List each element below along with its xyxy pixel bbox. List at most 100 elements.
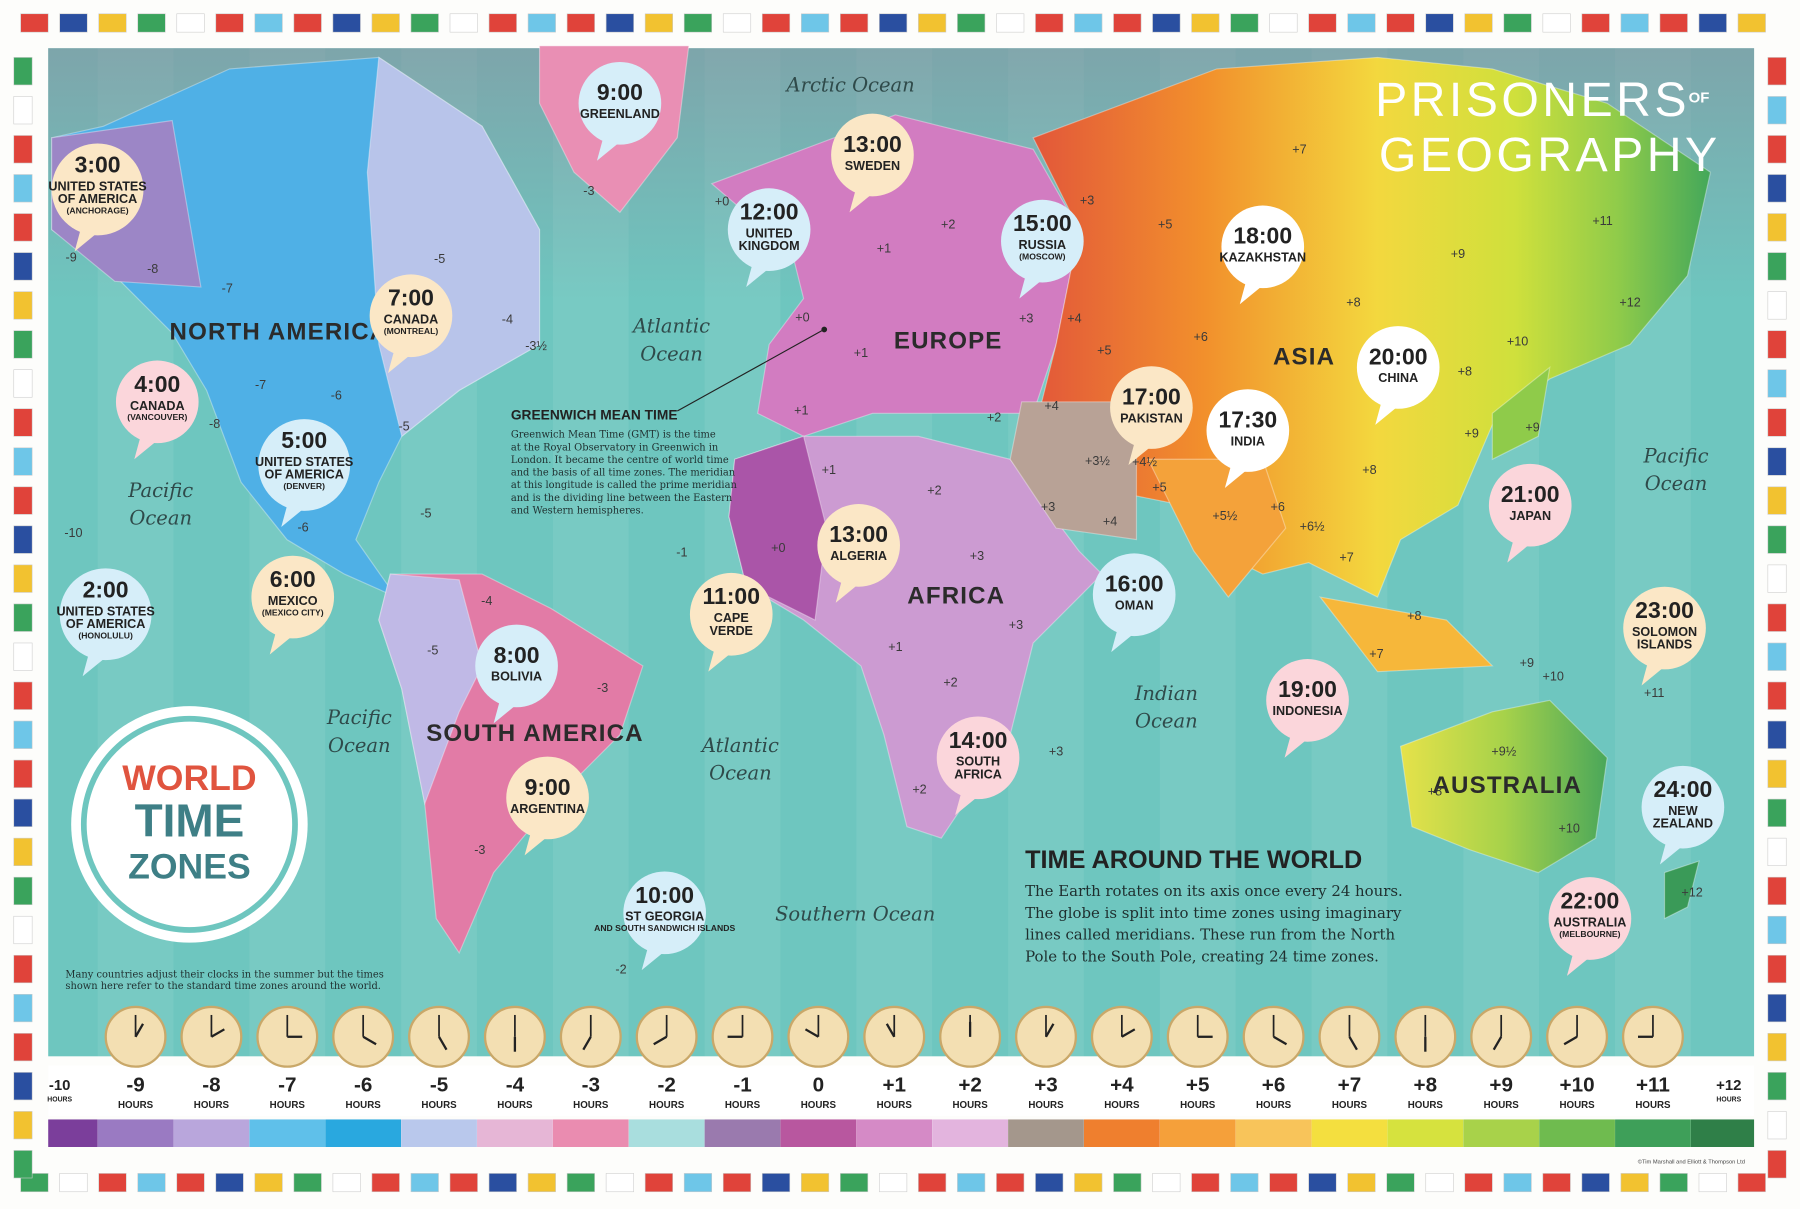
time-bubble: 15:00 RUSSIA(MOSCOW) [1001, 199, 1084, 299]
continent-label: EUROPE [894, 328, 1003, 355]
hour-unit: HOURS [1180, 1100, 1216, 1111]
hour-unit: HOURS [1559, 1100, 1595, 1111]
zone-label: +5 [1097, 344, 1111, 358]
flag [410, 1173, 439, 1193]
continent-label: AFRICA [907, 582, 1005, 609]
hour-offset: +7 [1338, 1074, 1362, 1097]
bubble [817, 504, 900, 587]
flag [1767, 96, 1787, 125]
zone-label: +8 [1428, 785, 1442, 799]
gmt-text: and is the dividing line between the Eas… [511, 493, 733, 504]
hour-unit: HOURS [953, 1100, 989, 1111]
flag [13, 837, 33, 866]
flag [293, 1173, 322, 1193]
flag [13, 642, 33, 671]
bubble-time: 20:00 [1369, 343, 1428, 369]
brand: PRISONERS OF GEOGRAPHY [1375, 73, 1717, 182]
flag [1113, 1173, 1142, 1193]
zone-label: +4 [1044, 399, 1058, 413]
zone-label: -7 [222, 282, 233, 296]
zone-color [704, 1119, 781, 1147]
bubble-time: 18:00 [1233, 223, 1292, 249]
flag [13, 759, 33, 788]
flag [13, 915, 33, 945]
time-bubble: 13:00 ALGERIA [817, 504, 900, 603]
flag [1767, 291, 1787, 320]
ocean-label: Pacific [127, 479, 193, 502]
flag [1767, 57, 1787, 86]
flag [1152, 13, 1181, 33]
flag [1191, 13, 1220, 33]
brand-line: PRISONERS [1375, 73, 1690, 127]
flag [722, 13, 752, 33]
flag [1767, 720, 1787, 749]
flag [1767, 759, 1787, 788]
flag [761, 13, 791, 33]
zone-color [1463, 1119, 1540, 1147]
time-bubble: 8:00 BOLIVIA [475, 624, 558, 724]
zone-label: +1 [877, 241, 891, 255]
bubble [1266, 659, 1349, 742]
time-bubble: 6:00 MEXICO(MEXICO CITY) [251, 555, 335, 655]
clock [1014, 1005, 1077, 1068]
flag [1767, 213, 1787, 242]
flag [1035, 13, 1064, 33]
clock-hand [885, 1023, 896, 1038]
bubble [1206, 389, 1290, 472]
bubble-detail: (MELBOURNE) [1559, 929, 1620, 939]
bubble-place: VERDE [710, 624, 753, 638]
zone-label: +0 [771, 541, 785, 555]
zone-label: +2 [943, 675, 957, 689]
bubble-time: 3:00 [75, 152, 121, 178]
bubble-detail: (ANCHORAGE) [66, 206, 128, 216]
time-bubble: 18:00 KAZAKHSTAN [1219, 205, 1306, 305]
bubble-place: ISLANDS [1637, 638, 1692, 652]
bubble-time: 13:00 [829, 521, 888, 547]
zone-label: -3 [474, 843, 485, 857]
zone-color [325, 1119, 402, 1147]
flag [840, 13, 869, 33]
zone-label: +3 [1041, 500, 1055, 514]
flag [1767, 252, 1787, 281]
time-bubble: 16:00 OMAN [1092, 553, 1176, 653]
flag [996, 13, 1025, 33]
clock-hand [653, 1035, 668, 1046]
bubble [1221, 205, 1305, 289]
bubble-place: SOLOMON [1632, 625, 1697, 639]
zone-label: +3 [1049, 744, 1063, 758]
time-bubble: 21:00 JAPAN [1488, 463, 1572, 563]
time-bubble: 9:00 GREENLAND [578, 62, 662, 161]
greenwich-dot [821, 326, 828, 333]
zone-label: -3 [583, 184, 594, 198]
hour-unit: HOURS [421, 1100, 457, 1111]
bubble-place: RUSSIA [1019, 238, 1067, 252]
bubble-place: SWEDEN [845, 159, 900, 173]
zone-label: +1 [794, 403, 808, 417]
bubble-place: KINGDOM [739, 239, 800, 253]
bubble-time: 19:00 [1278, 676, 1337, 702]
zone-label: +4 [1103, 515, 1117, 529]
bubble-detail: (VANCOUVER) [127, 412, 187, 422]
flag [1230, 13, 1259, 33]
bubble-place: KAZAKHSTAN [1219, 251, 1306, 265]
info-text: lines called meridians. These run from t… [1025, 926, 1395, 944]
flag [371, 13, 400, 33]
time-bubble: 17:30 INDIA [1206, 389, 1290, 488]
zone-label: +2 [987, 410, 1001, 424]
zone-label: -4 [502, 313, 513, 327]
gmt-pointer [677, 330, 823, 412]
bubble-place: OF AMERICA [66, 617, 145, 631]
zone-color [628, 1119, 705, 1147]
hour-unit: HOURS [1332, 1100, 1368, 1111]
info-text: The Earth rotates on its axis once every… [1025, 882, 1403, 900]
zone-label: -6 [297, 520, 308, 534]
zone-label: +9 [1520, 656, 1534, 670]
bubble-place: MEXICO [268, 594, 318, 608]
flag [1767, 1111, 1787, 1140]
hour-offset: +6 [1262, 1074, 1286, 1097]
flag [13, 954, 33, 984]
flag [410, 13, 439, 33]
